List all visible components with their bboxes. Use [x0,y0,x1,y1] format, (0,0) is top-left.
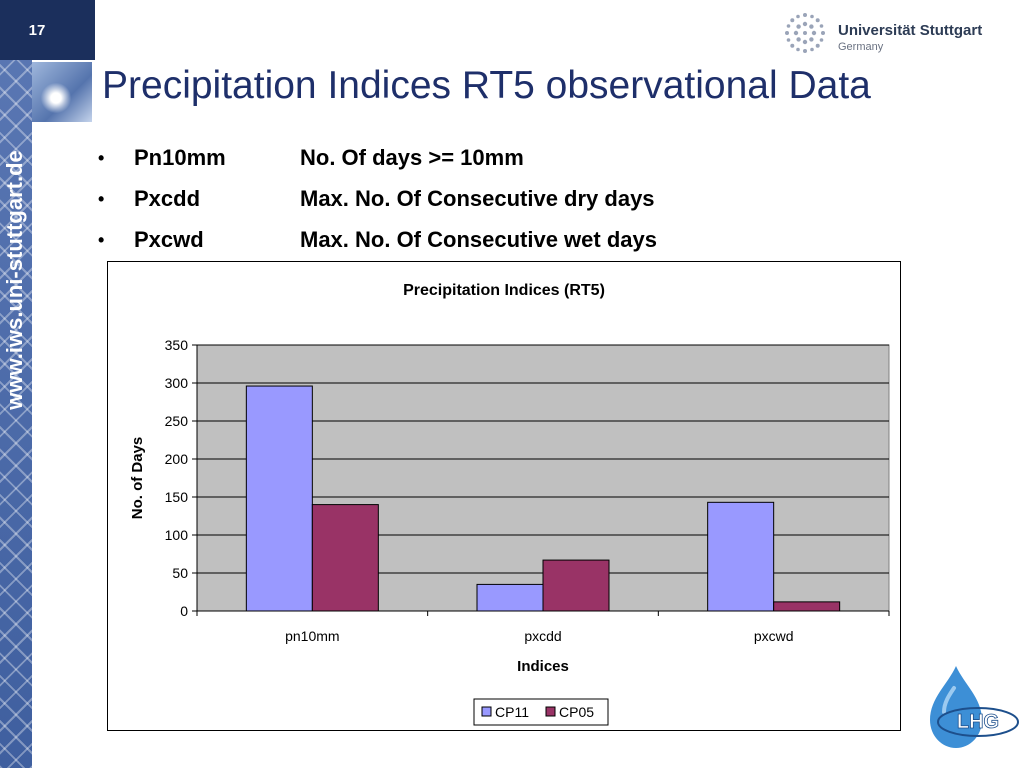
y-tick-label: 300 [165,375,189,391]
university-seal-icon [785,13,825,53]
bullet-description: No. Of days >= 10mm [300,145,524,170]
slide-title: Precipitation Indices RT5 observational … [102,64,871,107]
bullet-dot: • [98,230,105,250]
header-photo [32,62,92,122]
y-tick-label: 100 [165,527,189,543]
bullet-description: Max. No. Of Consecutive dry days [300,186,655,211]
y-tick-label: 0 [180,603,188,619]
top-corner-divider [93,0,95,60]
left-decorative-band [0,0,32,768]
water-drop-icon: LHG [930,666,1019,748]
y-tick-label: 50 [172,565,188,581]
lhg-text: LHG [957,711,999,733]
bar-chart: Precipitation Indices (RT5) 0 50 100 150 200 2… [129,282,890,726]
legend-label-cp05: CP05 [559,704,594,720]
side-url-text: www.iws.uni-stuttgart.de [2,150,27,410]
bar-cp11-pxcwd [707,501,775,612]
bullet-description: Max. No. Of Consecutive wet days [300,227,657,252]
x-tick-label: pxcdd [524,628,561,644]
x-tick-label: pn10mm [285,628,339,644]
legend-label-cp11: CP11 [495,704,529,720]
university-country: Germany [838,41,884,53]
bullet-abbreviation: Pxcdd [134,186,201,211]
legend-swatch-cp05 [545,706,556,717]
y-tick-label: 150 [165,489,189,505]
bar-cp05-pxcwd [773,601,841,612]
y-axis-label: No. of Days [129,437,146,520]
top-page-number: 17 [28,22,46,39]
bar-cp11-pxcdd [476,583,544,612]
chart-frame: Precipitation Indices (RT5) 0 50 100 150 200 2… [107,261,901,731]
lhg-logo: LHG [918,662,1024,752]
y-tick-label: 200 [165,451,189,467]
chart-title: Precipitation Indices (RT5) [403,282,605,299]
bar-cp05-pxcdd [542,559,610,612]
y-tick-label: 350 [165,337,189,353]
bullet-abbreviation: Pxcwd [134,227,204,252]
bullet-dot: • [98,189,105,209]
bar-cp05-pn10mm [311,504,379,612]
university-logo: Universität Stuttgart Germany [780,8,1010,58]
university-name: Universität Stuttgart [838,22,983,39]
y-tick-label: 250 [165,413,189,429]
bullet-dot: • [98,148,105,168]
bullet-abbreviation: Pn10mm [134,145,226,170]
legend-box [473,698,609,726]
legend-swatch-cp11 [481,706,492,717]
x-axis-label: Indices [517,658,569,675]
bar-cp11-pn10mm [245,385,313,612]
top-corner-bar [0,0,93,60]
x-tick-label: pxcwd [754,628,794,644]
